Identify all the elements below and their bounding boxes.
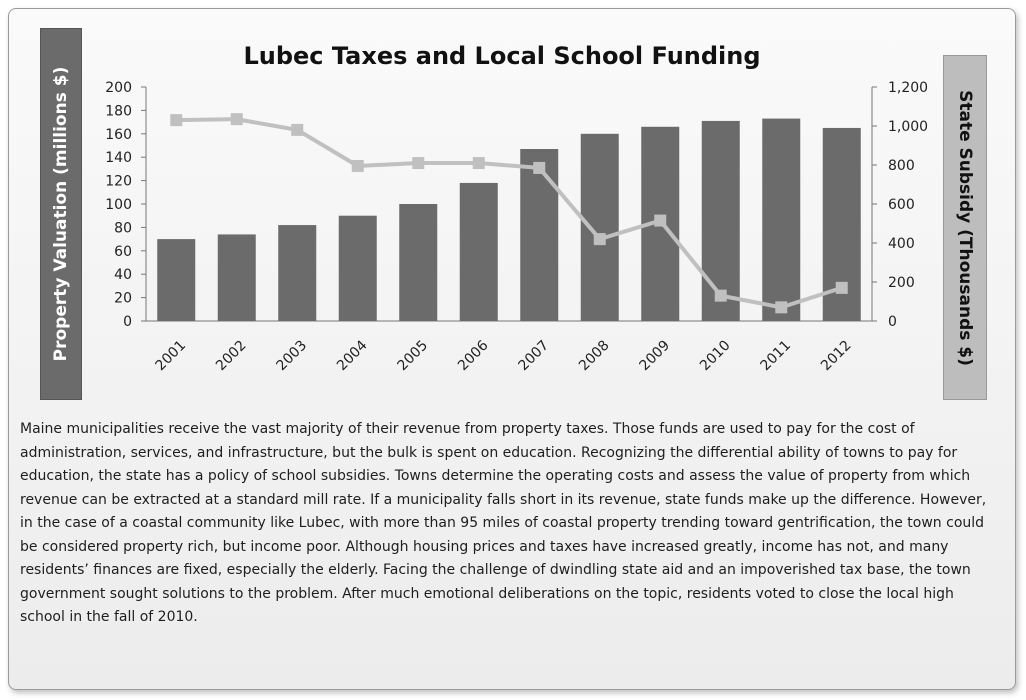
- x-tick-label: 2010: [697, 338, 734, 375]
- y-tick-label: 140: [105, 150, 132, 166]
- y-tick-label: 20: [114, 291, 132, 307]
- x-tick-label: 2007: [516, 338, 553, 375]
- subsidy-point: [593, 233, 606, 246]
- y-tick-label: 160: [105, 127, 132, 143]
- y-tick-label: 100: [105, 197, 132, 213]
- subsidy-point: [714, 289, 727, 302]
- y2-tick-label: 400: [888, 236, 915, 252]
- bar: [338, 215, 377, 321]
- subsidy-point: [351, 159, 364, 172]
- x-tick-label: 2012: [818, 338, 855, 375]
- subsidy-point: [654, 214, 667, 227]
- x-tick-label: 2011: [758, 338, 795, 375]
- description-text: Maine municipalities receive the vast ma…: [20, 421, 987, 625]
- bar: [217, 234, 256, 321]
- y2-tick-label: 600: [888, 197, 915, 213]
- y-tick-label: 120: [105, 174, 132, 190]
- bar: [157, 239, 196, 321]
- bar: [580, 133, 619, 321]
- chart-title: Lubec Taxes and Local School Funding: [243, 42, 760, 70]
- y2-tick-label: 1,000: [888, 119, 928, 135]
- bar: [701, 120, 740, 322]
- x-tick-label: 2001: [153, 338, 190, 375]
- y2-tick-label: 0: [888, 314, 897, 330]
- x-tick-label: 2002: [213, 338, 250, 375]
- subsidy-point: [412, 157, 425, 170]
- y2-tick-label: 200: [888, 275, 915, 291]
- y-tick-label: 200: [105, 80, 132, 96]
- bar: [459, 182, 498, 321]
- right-axis-label-band: State Subsidy (Thousands $): [943, 55, 987, 400]
- y-tick-label: 60: [114, 244, 132, 260]
- subsidy-point: [472, 157, 485, 170]
- x-tick-label: 2008: [576, 338, 613, 375]
- x-tick-label: 2004: [334, 337, 371, 374]
- y2-tick-label: 800: [888, 158, 915, 174]
- left-axis-label-band: Property Valuation (millions $): [40, 28, 82, 400]
- x-tick-label: 2003: [274, 338, 311, 375]
- y2-tick-label: 1,200: [888, 80, 928, 96]
- bar: [278, 225, 317, 321]
- subsidy-point: [291, 123, 304, 136]
- bar: [399, 204, 438, 321]
- y-tick-label: 0: [123, 314, 132, 330]
- combo-chart: Lubec Taxes and Local School Funding 0 20 4…: [105, 42, 928, 375]
- y-tick-label: 40: [114, 267, 132, 283]
- y-tick-label: 80: [114, 220, 132, 236]
- bar: [762, 118, 801, 321]
- subsidy-point: [230, 113, 243, 126]
- subsidy-point: [170, 114, 183, 127]
- bar: [520, 149, 559, 321]
- subsidy-point: [533, 161, 546, 174]
- x-tick-label: 2006: [455, 337, 492, 374]
- subsidy-point: [775, 301, 788, 314]
- subsidy-line: [176, 117, 843, 310]
- subsidy-point: [835, 281, 848, 294]
- x-tick-label: 2005: [395, 338, 432, 375]
- x-tick-label: 2009: [637, 338, 674, 375]
- y-tick-label: 180: [105, 103, 132, 119]
